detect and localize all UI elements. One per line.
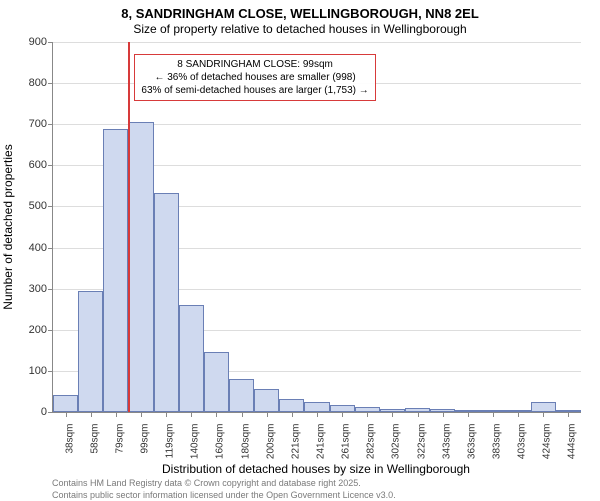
- x-tick-label: 119sqm: [165, 424, 176, 459]
- x-tick-label: 302sqm: [391, 424, 402, 460]
- y-tick-mark: [48, 330, 53, 331]
- histogram-bar: [154, 193, 179, 412]
- y-tick-label: 0: [41, 406, 47, 418]
- y-tick-mark: [48, 42, 53, 43]
- histogram-bar: [128, 122, 153, 412]
- histogram-bar: [304, 402, 329, 412]
- y-tick-mark: [48, 371, 53, 372]
- y-tick-mark: [48, 289, 53, 290]
- x-tick-label: 140sqm: [190, 424, 201, 460]
- y-tick-label: 400: [29, 242, 47, 254]
- x-tick-mark: [518, 412, 519, 417]
- x-tick-label: 322sqm: [416, 424, 427, 460]
- x-tick-mark: [242, 412, 243, 417]
- x-tick-label: 282sqm: [366, 424, 377, 460]
- y-tick-label: 200: [29, 324, 47, 336]
- x-tick-label: 180sqm: [240, 424, 251, 460]
- x-tick-label: 343sqm: [441, 424, 452, 460]
- x-tick-mark: [66, 412, 67, 417]
- footer-attribution: Contains HM Land Registry data © Crown c…: [52, 478, 396, 501]
- property-marker-line: [128, 42, 130, 412]
- x-tick-mark: [418, 412, 419, 417]
- y-tick-label: 700: [29, 118, 47, 130]
- x-tick-mark: [543, 412, 544, 417]
- x-tick-label: 38sqm: [64, 424, 75, 454]
- x-tick-mark: [468, 412, 469, 417]
- x-tick-mark: [216, 412, 217, 417]
- x-tick-mark: [568, 412, 569, 417]
- y-tick-label: 500: [29, 200, 47, 212]
- annotation-line: 63% of semi-detached houses are larger (…: [141, 84, 368, 97]
- chart-title-main: 8, SANDRINGHAM CLOSE, WELLINGBOROUGH, NN…: [0, 6, 600, 21]
- x-tick-label: 200sqm: [265, 424, 276, 460]
- histogram-bar: [179, 305, 204, 412]
- annotation-line: ← 36% of detached houses are smaller (99…: [141, 71, 368, 84]
- x-tick-label: 241sqm: [316, 424, 327, 460]
- x-tick-mark: [292, 412, 293, 417]
- x-tick-mark: [392, 412, 393, 417]
- x-tick-mark: [267, 412, 268, 417]
- x-tick-mark: [342, 412, 343, 417]
- x-tick-mark: [166, 412, 167, 417]
- histogram-bar: [103, 129, 128, 412]
- x-tick-label: 79sqm: [114, 424, 125, 454]
- y-tick-label: 900: [29, 36, 47, 48]
- y-tick-label: 300: [29, 283, 47, 295]
- x-axis-label: Distribution of detached houses by size …: [162, 462, 470, 476]
- histogram-bar: [254, 389, 279, 412]
- x-tick-mark: [116, 412, 117, 417]
- x-tick-mark: [191, 412, 192, 417]
- x-tick-label: 424sqm: [542, 424, 553, 460]
- x-tick-label: 221sqm: [290, 424, 301, 460]
- x-tick-label: 160sqm: [215, 424, 226, 460]
- histogram-bar: [204, 352, 229, 412]
- annotation-box: 8 SANDRINGHAM CLOSE: 99sqm← 36% of detac…: [134, 54, 375, 101]
- footer-line-2: Contains public sector information licen…: [52, 490, 396, 501]
- x-tick-label: 444sqm: [567, 424, 578, 460]
- histogram-bar: [229, 379, 254, 412]
- y-tick-label: 600: [29, 159, 47, 171]
- grid-line: [53, 42, 581, 43]
- y-tick-mark: [48, 412, 53, 413]
- histogram-bar: [78, 291, 103, 412]
- y-tick-mark: [48, 206, 53, 207]
- histogram-bar: [330, 405, 355, 412]
- x-tick-mark: [443, 412, 444, 417]
- x-tick-mark: [91, 412, 92, 417]
- x-tick-mark: [141, 412, 142, 417]
- histogram-bar: [531, 402, 556, 412]
- annotation-line: 8 SANDRINGHAM CLOSE: 99sqm: [141, 58, 368, 71]
- x-tick-mark: [493, 412, 494, 417]
- x-tick-label: 383sqm: [492, 424, 503, 460]
- chart-title-sub: Size of property relative to detached ho…: [0, 22, 600, 36]
- y-tick-mark: [48, 83, 53, 84]
- x-tick-label: 58sqm: [89, 424, 100, 454]
- x-tick-mark: [317, 412, 318, 417]
- footer-line-1: Contains HM Land Registry data © Crown c…: [52, 478, 396, 490]
- y-tick-label: 100: [29, 365, 47, 377]
- y-tick-mark: [48, 165, 53, 166]
- x-tick-label: 403sqm: [517, 424, 528, 460]
- histogram-bar: [53, 395, 78, 412]
- y-axis-label: Number of detached properties: [1, 144, 15, 309]
- x-tick-label: 363sqm: [466, 424, 477, 460]
- y-tick-label: 800: [29, 77, 47, 89]
- y-tick-mark: [48, 124, 53, 125]
- x-tick-label: 99sqm: [140, 424, 151, 454]
- chart-container: 8, SANDRINGHAM CLOSE, WELLINGBOROUGH, NN…: [0, 0, 600, 500]
- x-tick-mark: [367, 412, 368, 417]
- y-tick-mark: [48, 248, 53, 249]
- histogram-bar: [279, 399, 304, 412]
- plot-area: 010020030040050060070080090038sqm58sqm79…: [52, 42, 581, 413]
- x-tick-label: 261sqm: [341, 424, 352, 460]
